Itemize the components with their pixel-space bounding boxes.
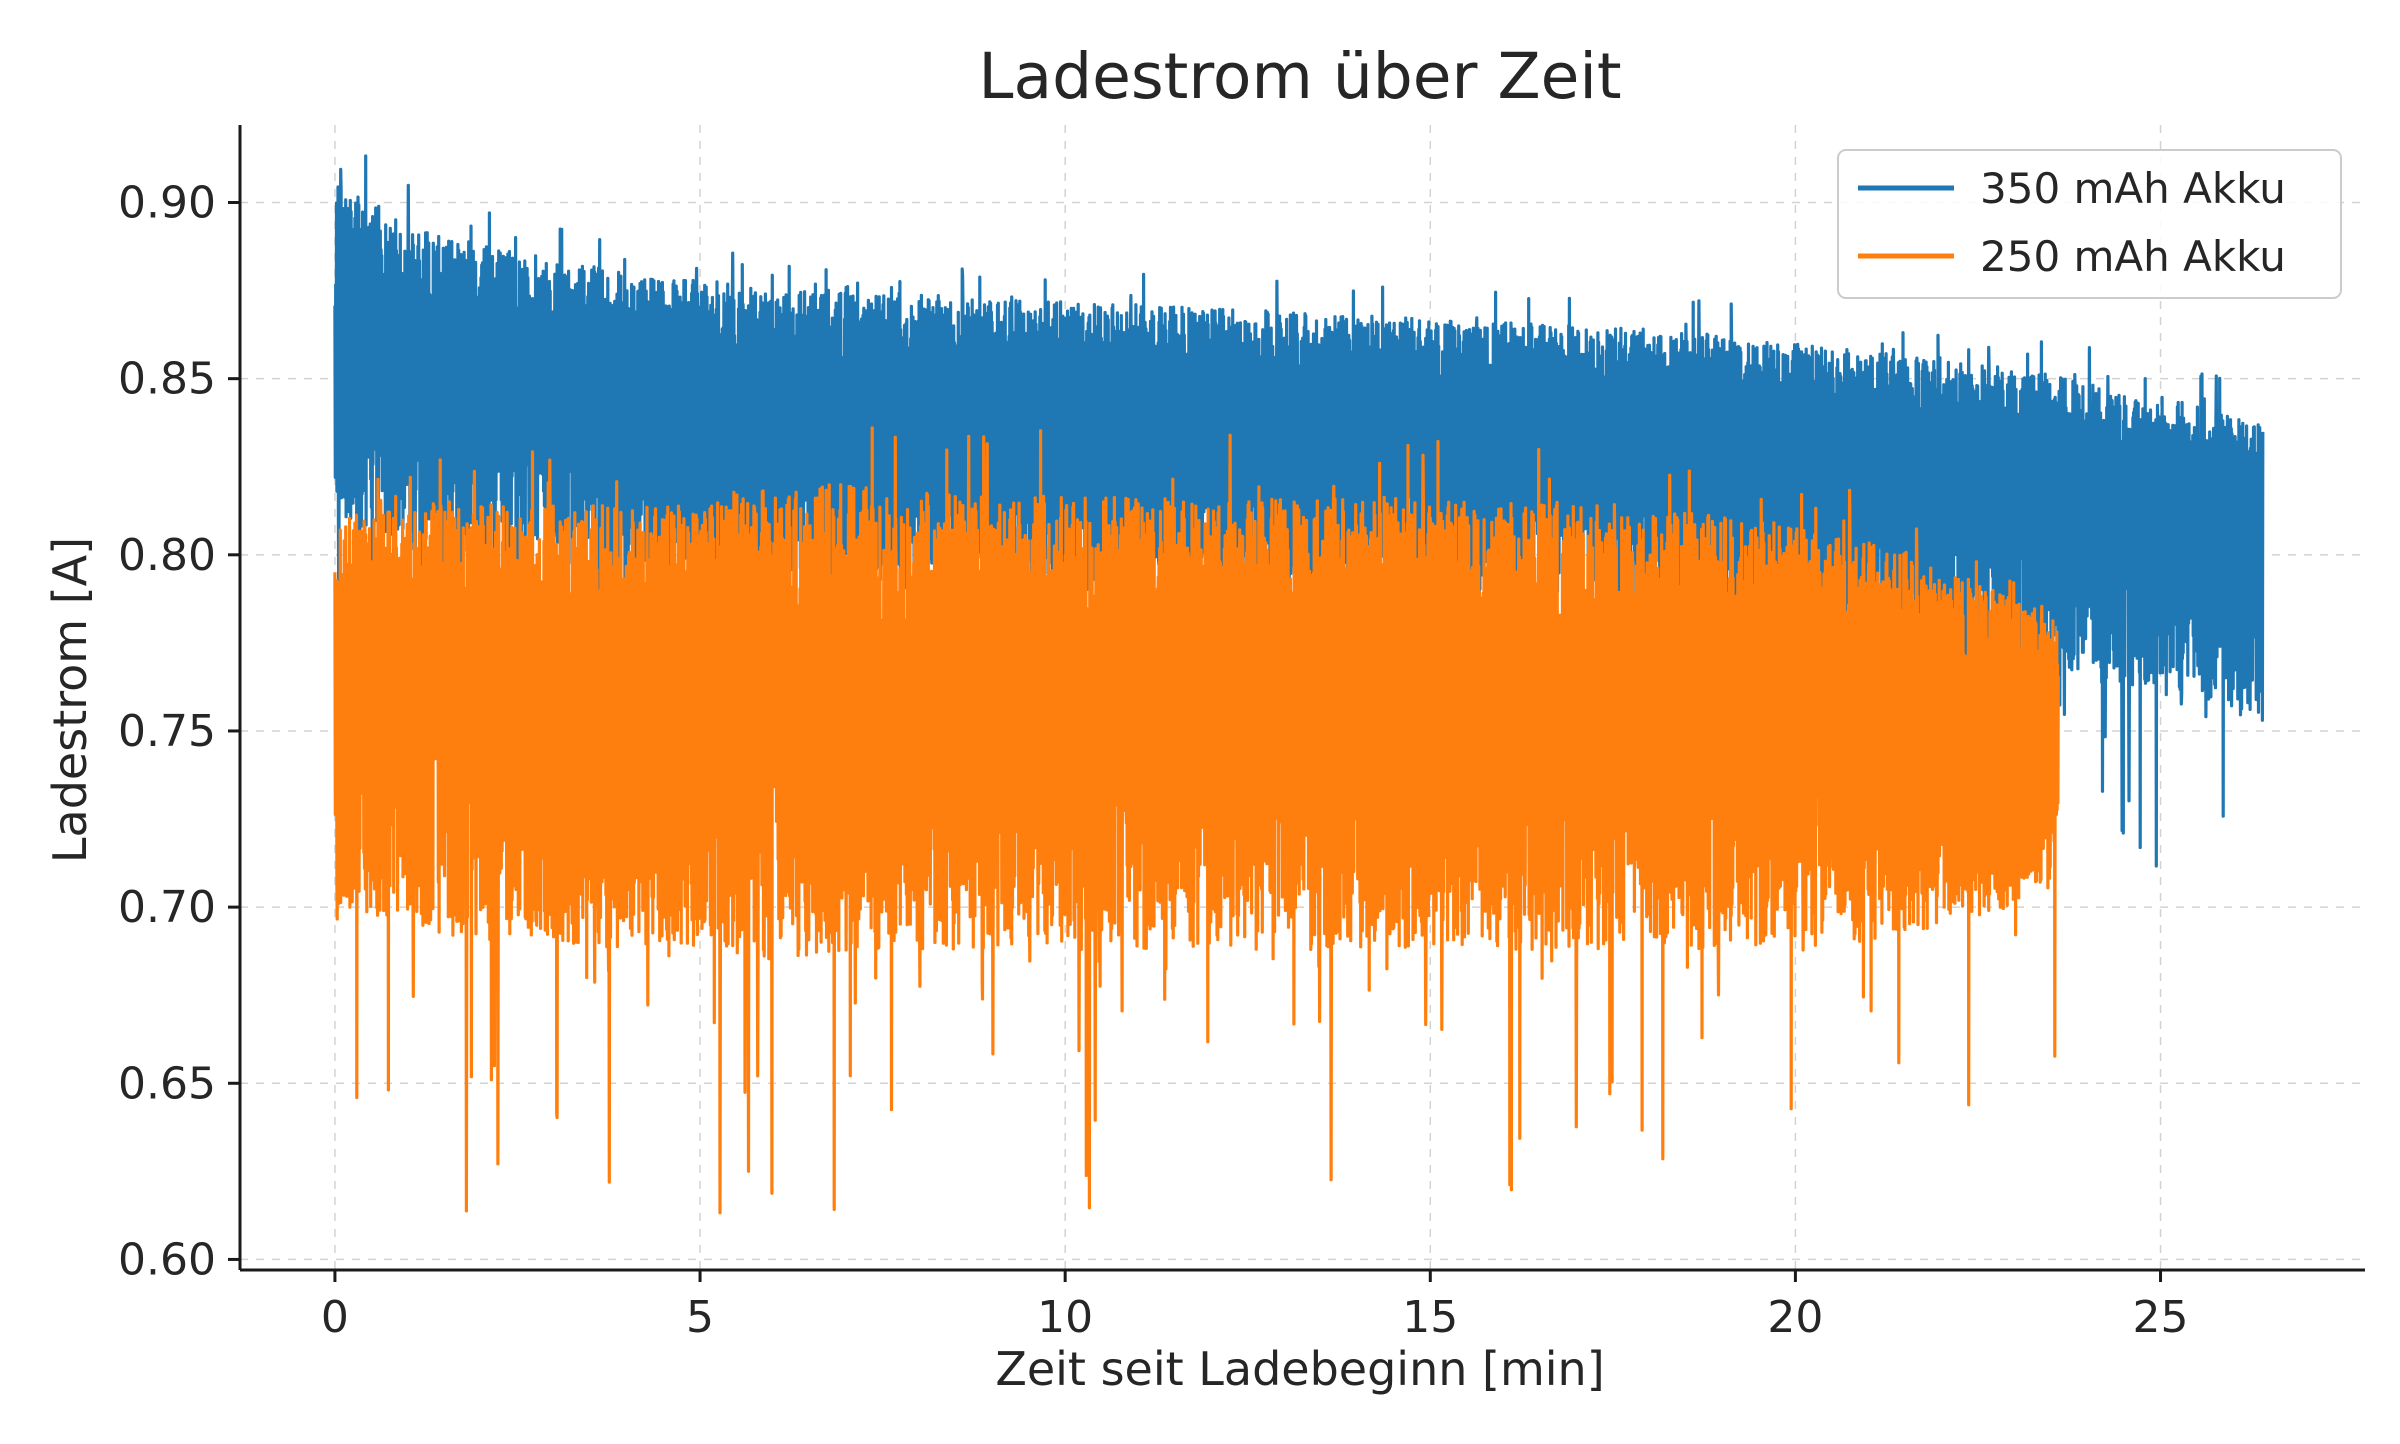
y-tick-label: 0.70	[118, 882, 216, 933]
legend-label: 250 mAh Akku	[1980, 232, 2286, 281]
x-tick-label: 25	[2133, 1292, 2189, 1343]
chart-title: Ladestrom über Zeit	[978, 40, 1621, 113]
x-axis-label: Zeit seit Ladebeginn [min]	[995, 1342, 1604, 1396]
y-tick-label: 0.65	[118, 1058, 216, 1109]
y-axis-label: Ladestrom [A]	[43, 537, 97, 863]
y-tick-label: 0.60	[118, 1234, 216, 1285]
x-tick-label: 10	[1037, 1292, 1093, 1343]
series-line-0	[333, 154, 2265, 890]
x-tick-label: 20	[1767, 1292, 1823, 1343]
legend-box	[1837, 149, 2342, 299]
legend-label: 350 mAh Akku	[1980, 164, 2286, 213]
y-tick-label: 0.85	[118, 354, 216, 405]
tick-labels: 0 5 10 15 20 25 0.60 0.65 0.70 0.75 0.80 0.85 0.90	[118, 178, 2189, 1343]
x-tick-label: 15	[1402, 1292, 1458, 1343]
x-tick-label: 5	[686, 1292, 714, 1343]
y-tick-label: 0.90	[118, 178, 216, 229]
y-tick-label: 0.75	[118, 706, 216, 757]
axes	[238, 125, 2365, 1272]
series-line-1	[333, 426, 2060, 1215]
x-tick-label: 0	[321, 1292, 349, 1343]
y-tick-label: 0.80	[118, 530, 216, 581]
plot-series	[333, 154, 2265, 1215]
legend: 350 mAh Akku 250 mAh Akku	[1837, 149, 2342, 299]
